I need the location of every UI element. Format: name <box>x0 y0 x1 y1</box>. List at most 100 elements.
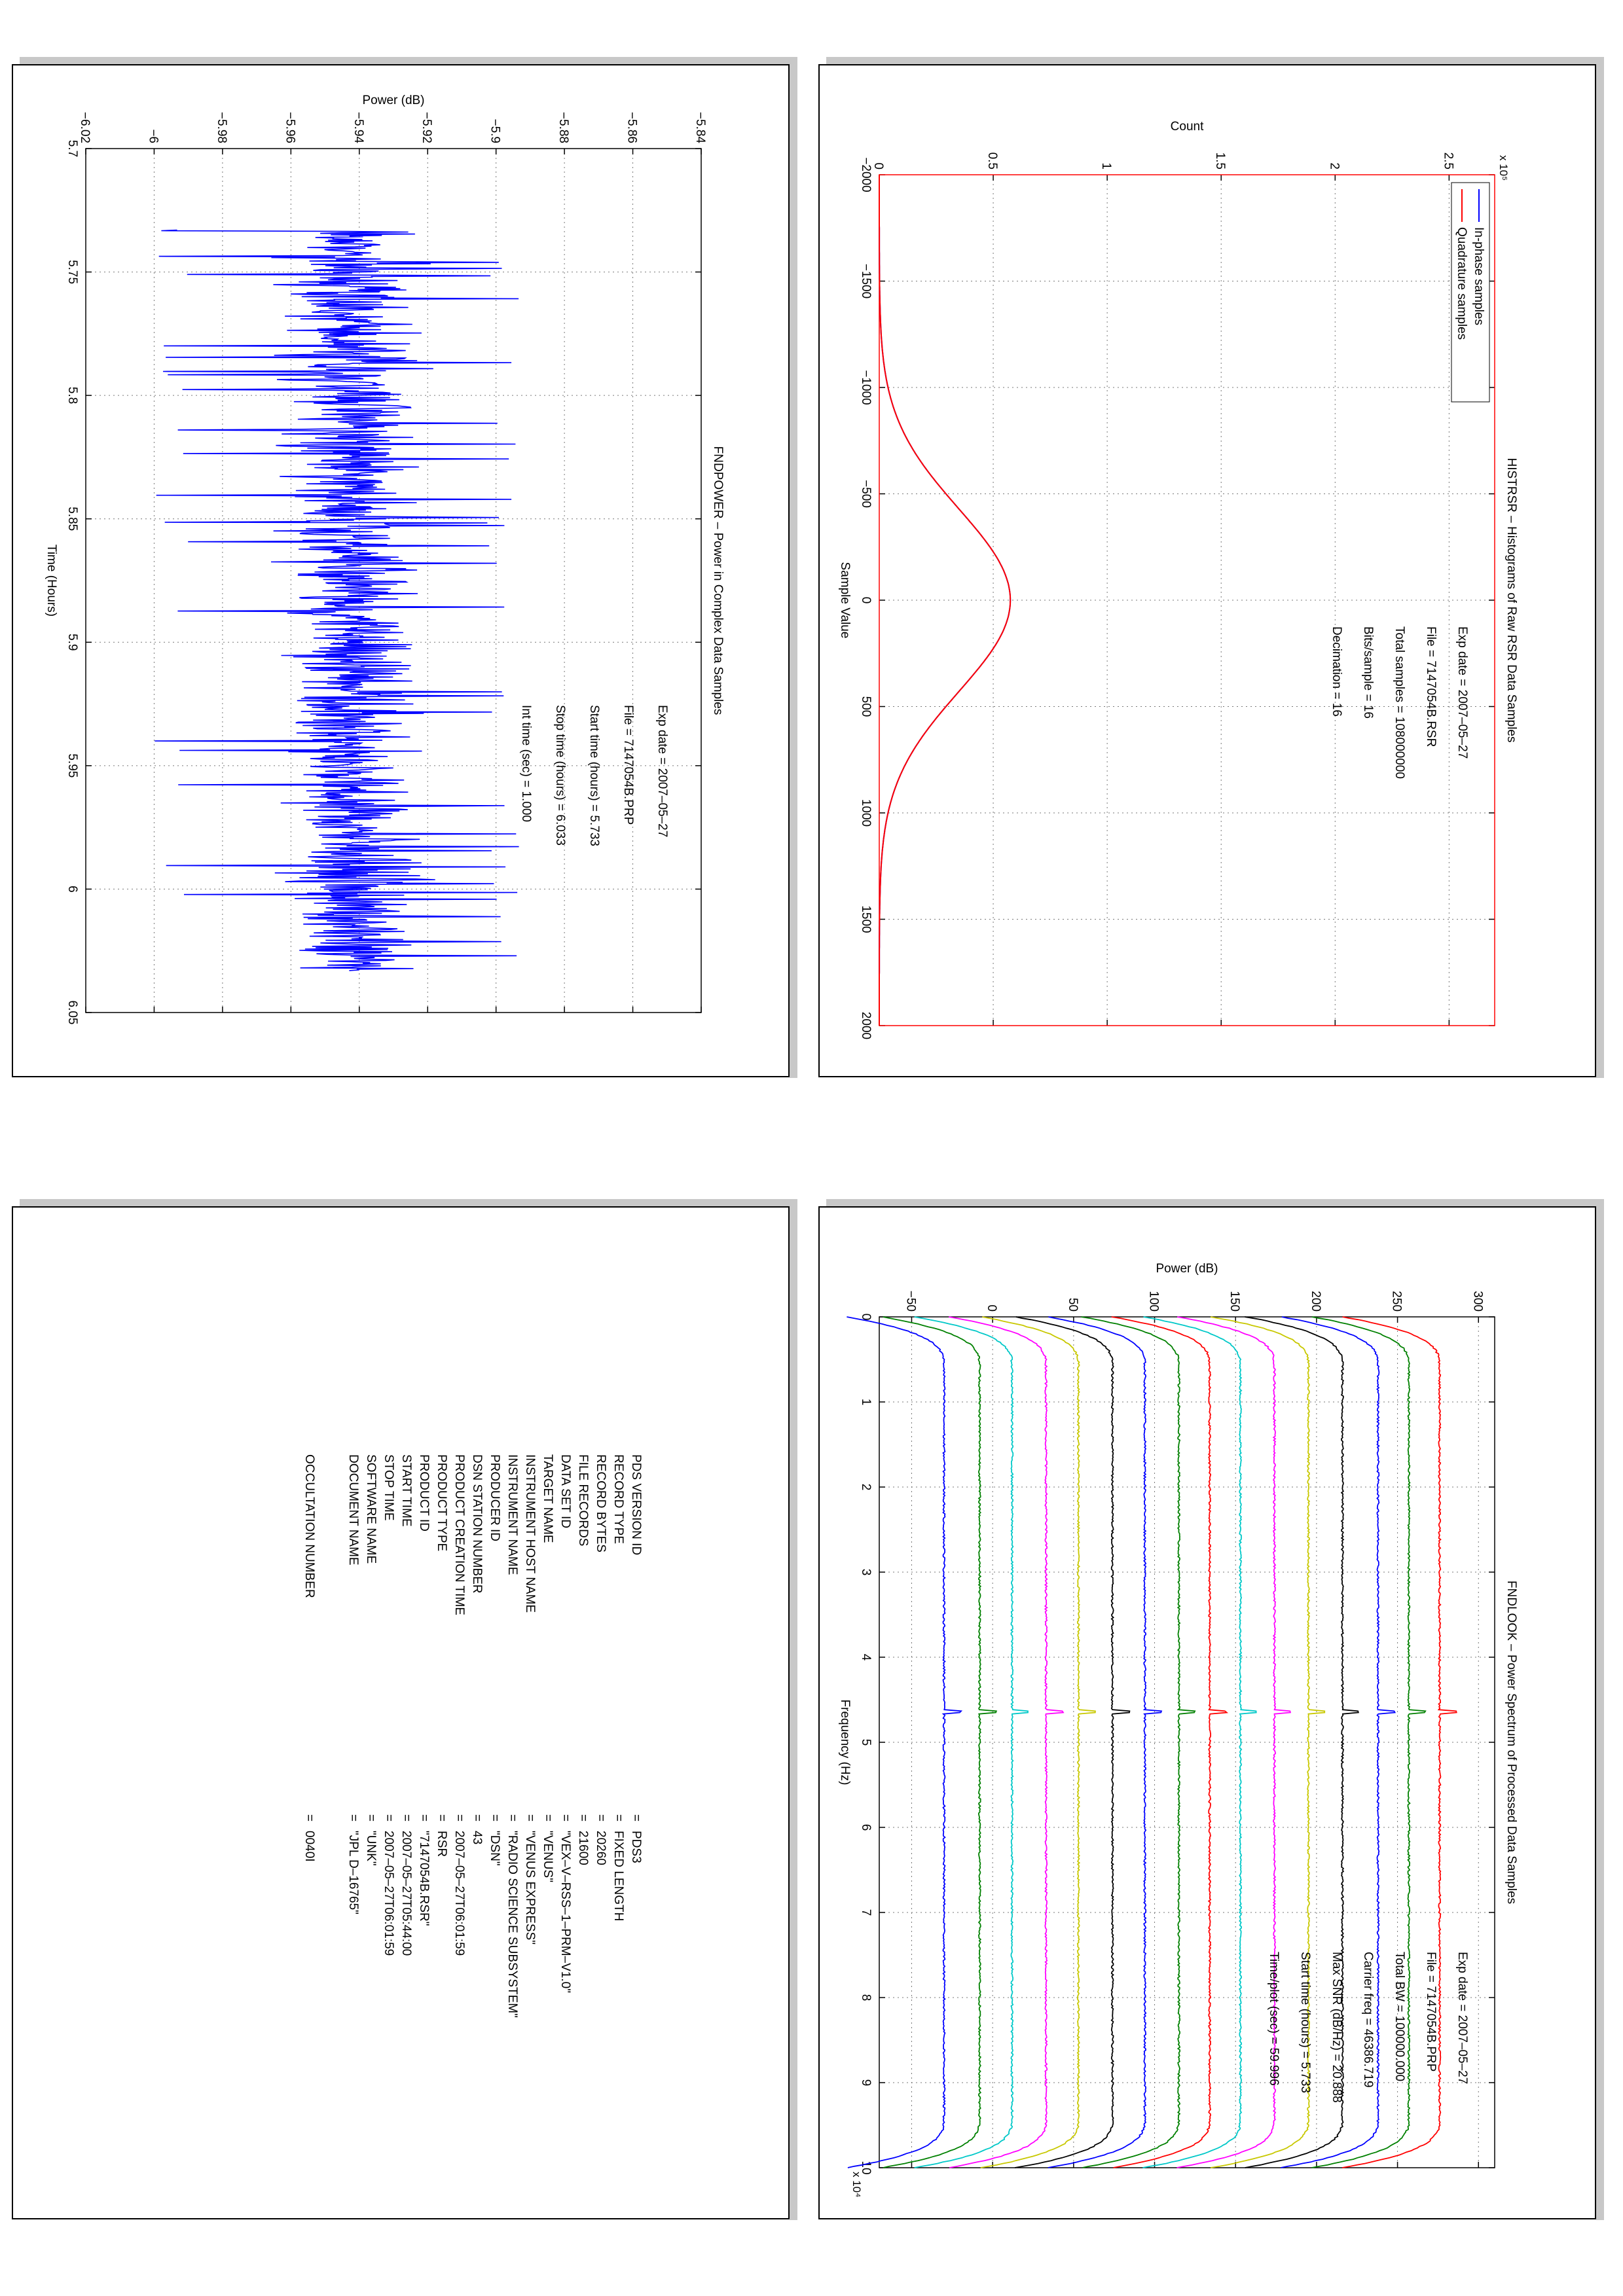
spectrum-line-7 <box>1111 1316 1229 2168</box>
pds-eq: = <box>470 1814 484 1821</box>
pds-value: "RADIO SCIENCE SUBSYSTEM" <box>505 1831 519 2018</box>
pds-key: PDS VERSION ID <box>629 1454 643 1555</box>
legend: In-phase samples Quadrature samples <box>1451 182 1490 403</box>
y-tick-label: −50 <box>903 1291 917 1312</box>
annotation-text: Start time (hours) = 5.733 <box>1298 1952 1312 2093</box>
x-multiplier-label: x 10⁴ <box>850 2172 863 2197</box>
y-tick-label: −6 <box>146 129 160 143</box>
spectrum-line-2 <box>1281 1316 1396 2168</box>
chart-title: HISTRSR – Histograms of Raw RSR Data Sam… <box>1504 457 1518 742</box>
x-tick-label: −1500 <box>859 264 873 298</box>
annotation-text: Stop time (hours) = 6.033 <box>553 705 567 846</box>
annotation-text: Total BW = 100000.000 <box>1393 1952 1406 2081</box>
y-tick-label: 2 <box>1327 162 1341 170</box>
rotated-plot-group: PDS VERSION ID = PDS3 RECORD TYPE = FIXED LEN… <box>302 1454 643 2018</box>
pds-value: "7147054B.RSR" <box>417 1831 431 1926</box>
rotated-plot-group: 0 1 2 3 4 5 6 7 8 9 10 −50 0 50 100 150 200 250 300 FNDLOOK… <box>838 1262 1518 2197</box>
x-tick-label: 6.05 <box>65 1001 79 1025</box>
chart-title: FNDLOOK – Power Spectrum of Processed Da… <box>1504 1581 1518 1904</box>
y-tick-label: 50 <box>1066 1298 1080 1312</box>
pds-key: SOFTWARE NAME <box>364 1454 378 1564</box>
annotation-text: Int time (sec) = 1.000 <box>519 705 533 822</box>
pds-key: DATA SET ID <box>558 1454 572 1528</box>
y-tick-label: 200 <box>1309 1291 1322 1312</box>
x-tick-label: 500 <box>859 696 873 717</box>
pds-eq: = <box>629 1814 643 1821</box>
pds-value: "VEX–V–RSS–1–PRM–V1.0" <box>558 1831 572 1993</box>
x-tick-label: −2000 <box>859 157 873 192</box>
y-tick-label: 0.5 <box>985 152 999 170</box>
x-tick-label: 2 <box>859 1484 873 1491</box>
spectrum-line-8 <box>1081 1316 1196 2168</box>
y-axis-label: Power (dB) <box>1156 1262 1218 1276</box>
pds-value: "DSN" <box>488 1831 501 1866</box>
pds-eq: = <box>302 1814 316 1821</box>
x-tick-label: 1500 <box>859 905 873 933</box>
x-tick-label: 3 <box>859 1569 873 1576</box>
pds-eq: = <box>435 1814 448 1821</box>
legend-box <box>1451 182 1490 403</box>
spectrum-line-5 <box>1176 1316 1292 2168</box>
pds-key: START TIME <box>399 1454 413 1527</box>
panel-shadow-right <box>1596 57 1604 1078</box>
y-tick-label: −5.9 <box>488 118 502 143</box>
pds-key: DOCUMENT NAME <box>346 1454 360 1566</box>
series-line-power <box>155 229 519 971</box>
annotation-text: File = 7147054B.RSR <box>1424 626 1438 747</box>
plot-axes-box <box>879 174 1495 1026</box>
x-tick-label: 5.75 <box>65 260 79 284</box>
x-tick-label: 0 <box>859 1314 873 1321</box>
spectrum-line-13 <box>914 1316 1029 2168</box>
y-tick-label: −5.96 <box>283 112 297 143</box>
spectrum-line-12 <box>949 1316 1065 2168</box>
panel-border <box>12 1206 790 2219</box>
y-tick-label: −5.84 <box>693 112 707 144</box>
legend-entry: Quadrature samples <box>1455 227 1468 340</box>
pds-value: 20260 <box>594 1831 608 1865</box>
panel-shadow-top <box>826 57 1604 65</box>
pds-key: DSN STATION NUMBER <box>470 1454 484 1594</box>
y-tick-label: −5.86 <box>625 112 639 143</box>
panel-shadow-top <box>20 57 797 65</box>
histrsr-chart: −2000 −1500 −1000 −500 0 500 1000 1500 2000 0 0.5 1… <box>818 57 1604 1078</box>
spectrum-line-1 <box>1311 1316 1427 2168</box>
annotation-text: Exp date = 2007–05–27 <box>1455 1952 1469 2084</box>
panel-border <box>818 1206 1596 2219</box>
pds-value: 2007–05–27T06:01:59 <box>382 1831 395 1956</box>
annotation-text: Exp date = 2007–05–27 <box>655 705 669 837</box>
pds-value: PDS3 <box>629 1831 643 1863</box>
x-tick-label: 8 <box>859 1994 873 2001</box>
spectrum-line-11 <box>980 1316 1096 2168</box>
x-tick-label: 5.8 <box>65 387 79 404</box>
plot-axes-box <box>85 148 702 1013</box>
pds-value: 21600 <box>576 1831 590 1865</box>
pds-key: STOP TIME <box>382 1454 395 1520</box>
x-tick-label: 5 <box>859 1739 873 1746</box>
annotation-text: File = 7147054B.PRP <box>1424 1952 1438 2072</box>
x-tick-label: −1000 <box>859 370 873 404</box>
x-tick-label: 0 <box>859 597 873 604</box>
pds-header-sheet: PDS VERSION ID = PDS3 RECORD TYPE = FIXED LEN… <box>12 1199 797 2220</box>
pds-key: PRODUCER ID <box>488 1454 501 1541</box>
pds-eq: = <box>541 1814 555 1821</box>
pds-eq: = <box>488 1814 501 1821</box>
spectrum-line-6 <box>1142 1316 1257 2168</box>
spectrum-line-10 <box>1014 1316 1131 2168</box>
pds-eq: = <box>594 1814 608 1821</box>
spectrum-line-4 <box>1210 1316 1326 2168</box>
pds-value: 2007–05–27T06:01:59 <box>452 1831 466 1956</box>
spectrum-line-14 <box>883 1316 998 2168</box>
y-tick-label: 300 <box>1470 1291 1484 1312</box>
annotation-text: Exp date = 2007–05–27 <box>1455 626 1469 759</box>
pds-eq: = <box>364 1814 378 1821</box>
pds-value: "JPL D–16765" <box>346 1831 360 1914</box>
pds-eq: = <box>417 1814 431 1821</box>
panel-fndpower: 5.7 5.75 5.8 5.85 5.9 5.95 6 6.05 −6.02 −6 −5.98 −5… <box>12 57 797 1078</box>
pds-value: RSR <box>435 1831 448 1857</box>
y-tick-label: 250 <box>1390 1291 1404 1312</box>
spectrum-line-9 <box>1048 1316 1163 2168</box>
pds-eq: = <box>558 1814 572 1821</box>
panel-shadow-top <box>20 1199 797 1207</box>
pds-eq: = <box>523 1814 537 1821</box>
rotated-plot-group: 5.7 5.75 5.8 5.85 5.9 5.95 6 6.05 −6.02 −6 −5.98 −5… <box>45 94 725 1024</box>
